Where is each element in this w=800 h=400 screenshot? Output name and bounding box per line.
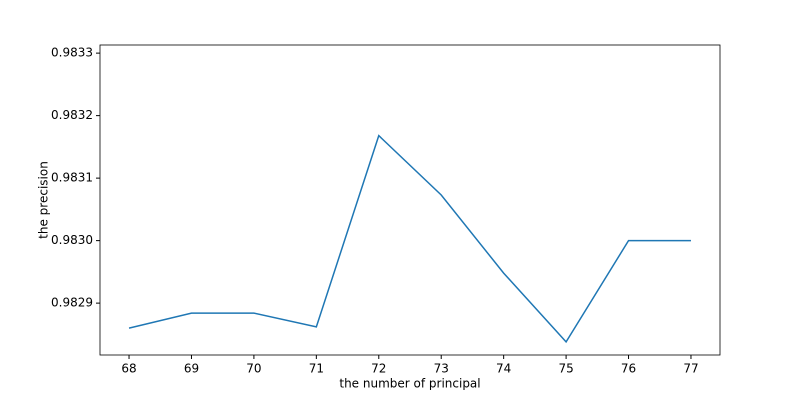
x-tick-label: 71 <box>309 362 324 376</box>
y-tick-label: 0.9829 <box>51 296 93 310</box>
plot-frame <box>99 44 721 356</box>
x-tick-label: 77 <box>683 362 698 376</box>
x-tick-label: 75 <box>558 362 573 376</box>
x-axis-label: the number of principal <box>339 377 480 391</box>
x-tick-label: 72 <box>371 362 386 376</box>
x-tick-label: 76 <box>621 362 636 376</box>
y-axis-label: the precision <box>37 161 51 239</box>
x-tick-label: 73 <box>434 362 449 376</box>
x-tick-label: 68 <box>121 362 136 376</box>
y-tick-label: 0.9830 <box>51 233 93 247</box>
line-series <box>128 134 691 344</box>
x-tick-label: 69 <box>184 362 199 376</box>
y-tick-label: 0.9833 <box>51 46 93 60</box>
y-tick-label: 0.9832 <box>51 108 93 122</box>
x-tick-label: 70 <box>246 362 261 376</box>
x-tick-label: 74 <box>496 362 511 376</box>
y-tick-label: 0.9831 <box>51 171 93 185</box>
